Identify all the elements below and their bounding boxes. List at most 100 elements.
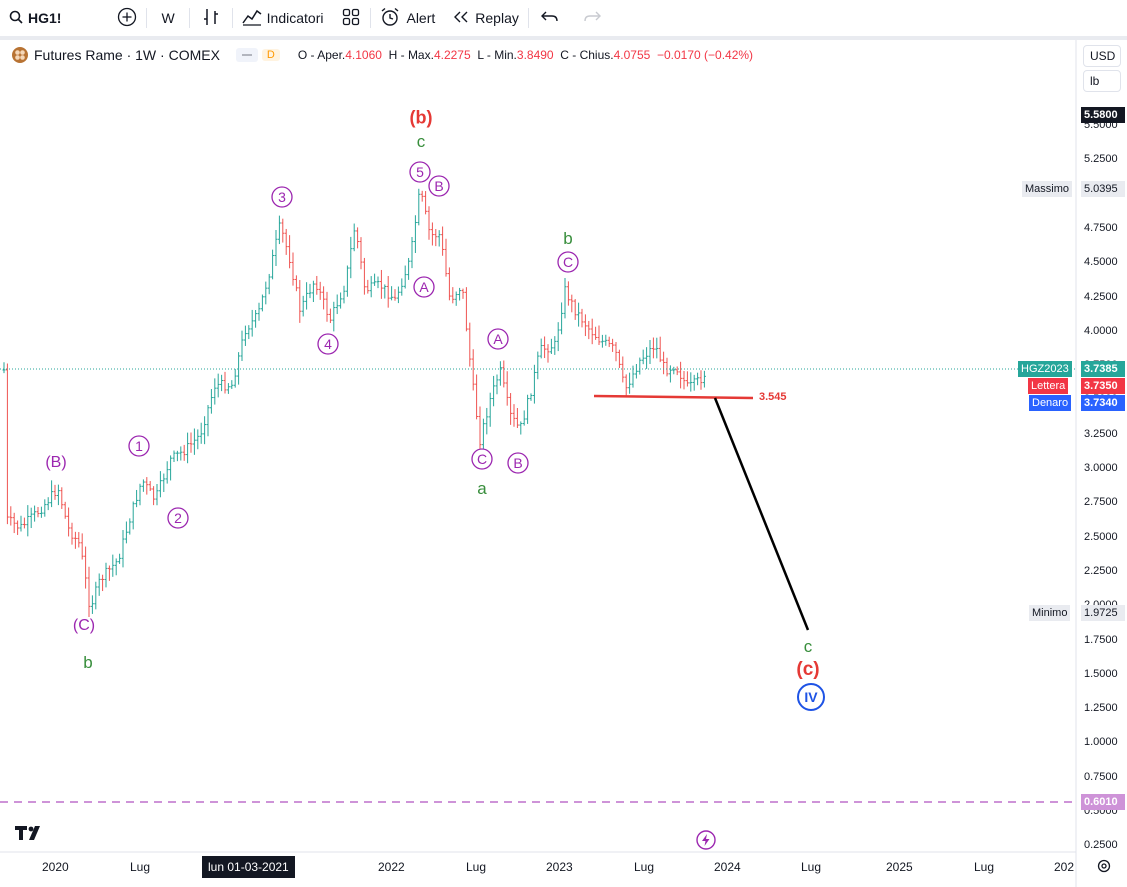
wave-label[interactable]: b	[563, 229, 572, 248]
ohlc-bar	[335, 294, 339, 315]
ohlc-bar	[328, 308, 332, 324]
price-tick: 2.2500	[1084, 564, 1118, 577]
wave-label[interactable]: IV	[797, 683, 825, 711]
toolbar-divider	[527, 8, 529, 28]
gear-icon	[1096, 859, 1112, 878]
wave-label[interactable]: 3	[271, 186, 293, 208]
ohlc-bar	[148, 481, 152, 491]
ohlc-bar	[332, 301, 336, 332]
ohlc-bar	[209, 389, 213, 414]
wave-label[interactable]: 1	[128, 435, 150, 457]
ohlc-bar	[539, 338, 543, 359]
ohlc-bar	[481, 418, 485, 451]
ohlc-bar	[90, 595, 94, 614]
ohlc-bar	[597, 325, 601, 346]
ohlc-bar	[141, 479, 145, 492]
layouts-button[interactable]	[332, 0, 370, 36]
ohlc-bar	[696, 372, 700, 386]
massimo-value: 5.0395	[1081, 181, 1125, 197]
ohlc-bar	[53, 484, 57, 500]
ohlc-bar	[587, 320, 591, 340]
replay-button[interactable]: Replay	[444, 0, 528, 36]
svg-text:A: A	[493, 331, 503, 347]
projection-line[interactable]	[713, 397, 810, 631]
currency-selector[interactable]: USD	[1083, 45, 1121, 67]
ohlc-bar	[2, 362, 6, 374]
time-tick: 2020	[42, 860, 69, 874]
ohlc-bar	[515, 407, 519, 429]
ohlc-bar	[36, 506, 40, 518]
undo-icon	[540, 10, 559, 27]
ohlc-bar	[26, 505, 30, 537]
price-tick: 4.2500	[1084, 290, 1118, 303]
ohlc-bar	[458, 287, 462, 301]
wave-label[interactable]: c	[417, 132, 426, 151]
ohlc-bar	[434, 229, 438, 247]
wave-label[interactable]: A	[413, 276, 435, 298]
ohlc-bar	[407, 257, 411, 280]
time-tick: Lug	[801, 860, 822, 874]
wave-label[interactable]: b	[83, 653, 92, 672]
wave-label[interactable]: C	[471, 448, 493, 470]
ohlc-bar	[532, 364, 536, 404]
unit-selector[interactable]: lb	[1083, 70, 1121, 92]
wave-label[interactable]: 5	[409, 161, 431, 183]
ohlc-bar	[563, 278, 567, 319]
contract-label: HGZ2023	[1018, 361, 1072, 377]
wave-label[interactable]: 4	[317, 333, 339, 355]
wave-label[interactable]: a	[477, 479, 487, 498]
undo-button[interactable]	[529, 0, 571, 36]
support-line[interactable]	[593, 394, 754, 400]
tradingview-logo[interactable]	[15, 824, 47, 848]
wave-label[interactable]: B	[428, 175, 450, 197]
wave-label[interactable]: A	[487, 328, 509, 350]
indicators-icon	[242, 8, 262, 29]
legend-menu-icon[interactable]	[235, 48, 258, 62]
ohlc-bar	[475, 374, 479, 420]
ohlc-bar	[573, 299, 577, 320]
delayed-badge[interactable]: D	[261, 49, 280, 61]
ohlc-bar	[230, 380, 234, 389]
ohlc-bar	[22, 517, 26, 529]
ohlc-bar	[502, 360, 506, 388]
compare-symbol-button[interactable]	[108, 0, 146, 36]
wave-label[interactable]: C	[557, 251, 579, 273]
ohlc-bar	[621, 356, 625, 383]
ohlc-bar	[264, 281, 268, 305]
toolbar-divider	[370, 8, 372, 28]
ohlc-bar	[577, 302, 581, 327]
wave-label[interactable]: (B)	[45, 454, 66, 471]
legend-title[interactable]: Futures Rame · 1W · COMEX	[34, 47, 220, 63]
price-tick: 0.7500	[1084, 770, 1118, 783]
ohlc-bar	[376, 276, 380, 289]
ohlc-bar	[383, 284, 387, 299]
ohlc-bar	[165, 461, 169, 484]
events-button[interactable]	[696, 830, 716, 855]
alert-button[interactable]: Alert	[371, 0, 444, 36]
ohlc-bar	[648, 339, 652, 365]
chart-type-button[interactable]	[190, 0, 232, 36]
redo-button[interactable]	[571, 0, 613, 36]
wave-label[interactable]: (C)	[73, 617, 95, 634]
interval-button[interactable]: W	[147, 0, 188, 36]
indicators-button[interactable]: Indicatori	[233, 0, 333, 36]
wave-label[interactable]: (b)	[410, 107, 433, 127]
ohlc-bar	[250, 309, 254, 337]
ohlc-bar	[668, 365, 672, 383]
wave-label[interactable]: 2	[167, 507, 189, 529]
wave-label[interactable]: c	[804, 637, 813, 656]
symbol-search[interactable]: HG1!	[0, 0, 70, 36]
ohlc-bar	[349, 236, 353, 279]
time-tick: 2023	[546, 860, 573, 874]
ohlc-bar	[614, 342, 618, 362]
alarm-clock-icon	[380, 7, 400, 30]
ohlc-bar	[199, 422, 203, 444]
settings-button[interactable]	[1096, 858, 1112, 879]
wave-label[interactable]: (c)	[796, 659, 819, 680]
ohlc-bar	[291, 252, 295, 286]
ohlc-bar	[339, 292, 343, 309]
ohlc-bar	[39, 506, 43, 518]
wave-label[interactable]: B	[507, 452, 529, 474]
ohlc-bar	[638, 357, 642, 375]
